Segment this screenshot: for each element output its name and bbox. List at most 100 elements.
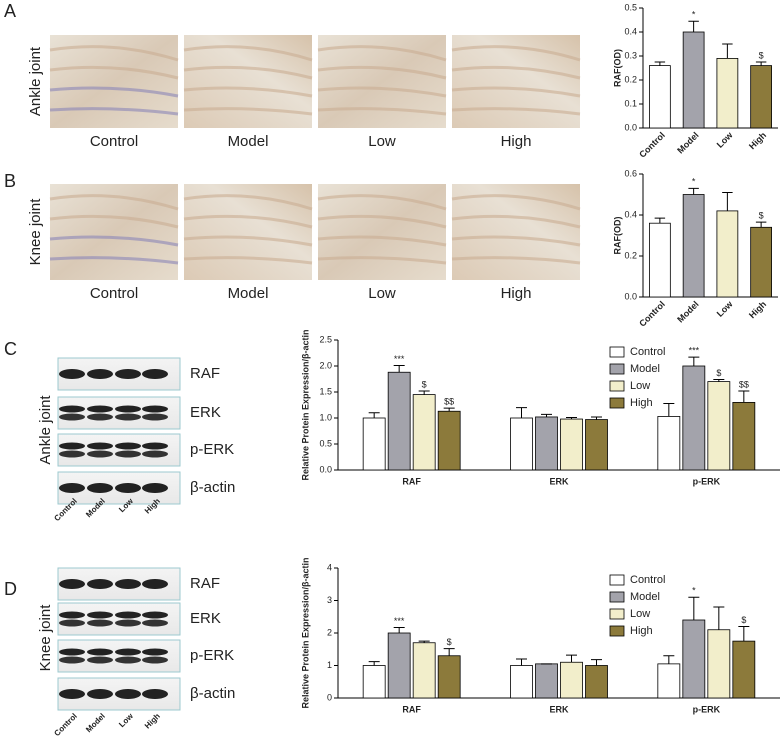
blot-band <box>59 689 85 699</box>
bar <box>649 222 671 298</box>
error-bar <box>755 61 767 66</box>
tissue-streak <box>183 235 313 247</box>
tissue-streak <box>317 256 447 265</box>
image-label: Control <box>90 133 138 150</box>
bar <box>750 226 772 298</box>
significance-mark: * <box>692 10 696 20</box>
blot-band <box>115 413 141 421</box>
blot-band <box>87 611 113 619</box>
error-bar <box>654 61 666 66</box>
blot-strip <box>57 602 181 636</box>
legend-label: Model <box>630 363 660 375</box>
band-label: ERK <box>190 610 221 627</box>
bar <box>657 663 681 699</box>
tissue-streak <box>49 214 179 229</box>
legend-label: High <box>630 625 653 637</box>
error-bar <box>722 43 733 59</box>
y-tick-label: 0.2 <box>624 250 637 260</box>
blot-band <box>142 579 168 589</box>
histology-image <box>50 184 178 280</box>
tissue-streak <box>49 65 179 80</box>
significance-mark: $ <box>447 637 452 647</box>
tissue-streak <box>317 235 447 247</box>
y-tick-label: 0.5 <box>319 438 332 448</box>
row-label: Knee joint <box>37 604 54 672</box>
y-axis-label: Relative Protein Expression/β-actin <box>300 557 310 708</box>
blot-band <box>115 611 141 619</box>
y-tick-label: 0.4 <box>624 26 637 36</box>
bar <box>585 419 608 471</box>
band-label: β-actin <box>190 479 235 496</box>
error-bar <box>393 626 405 633</box>
legend-label: High <box>630 397 653 409</box>
blot-band <box>59 656 85 664</box>
bar <box>387 371 411 471</box>
y-tick-label: 0.4 <box>624 209 637 219</box>
blot-band <box>115 442 141 450</box>
tissue-streak <box>317 214 447 229</box>
bar <box>412 394 436 471</box>
error-bar <box>722 191 733 211</box>
y-tick-label: 0.0 <box>624 291 637 301</box>
significance-mark: *** <box>394 354 405 364</box>
blot-band <box>142 450 168 458</box>
y-tick-label: 2 <box>327 627 332 637</box>
panel-letter: A <box>4 1 16 21</box>
tissue-streak <box>451 65 581 80</box>
significance-mark: $ <box>759 50 764 60</box>
y-tick-label: 2.0 <box>319 360 332 370</box>
significance-mark: $ <box>741 615 746 625</box>
x-tick-label: Model <box>675 130 700 155</box>
legend-label: Control <box>630 346 665 358</box>
image-label: Model <box>228 285 269 302</box>
image-label: High <box>501 285 532 302</box>
legend-swatch <box>609 574 625 586</box>
x-tick-label: ERK <box>549 476 569 486</box>
bar <box>387 632 411 699</box>
tissue-streak <box>49 86 179 98</box>
lane-label: Control <box>52 712 78 738</box>
error-bar <box>713 606 725 630</box>
y-axis-label: RAF(OD) <box>612 49 622 87</box>
error-bar <box>516 407 527 418</box>
image-label: High <box>501 133 532 150</box>
x-tick-label: p-ERK <box>693 476 721 486</box>
blot-band <box>87 619 113 627</box>
x-tick-label: RAF <box>402 704 421 714</box>
error-bar <box>688 20 699 32</box>
y-tick-label: 0 <box>327 692 332 702</box>
error-bar <box>654 217 666 224</box>
blot-band <box>142 648 168 656</box>
tissue-streak <box>451 45 581 62</box>
blot-band <box>59 648 85 656</box>
bar <box>716 58 739 129</box>
y-axis-label: RAF(OD) <box>612 217 622 255</box>
significance-mark: * <box>692 586 696 596</box>
band-label: β-actin <box>190 685 235 702</box>
blot-band <box>59 405 85 413</box>
y-tick-label: 0.6 <box>624 168 637 178</box>
significance-mark: $ <box>759 211 764 221</box>
x-tick-label: High <box>747 130 768 151</box>
blot-band <box>142 442 168 450</box>
tissue-streak <box>183 107 313 116</box>
error-bar <box>688 356 700 366</box>
error-bar <box>713 379 725 382</box>
blot-band <box>59 611 85 619</box>
tissue-streak <box>49 194 179 211</box>
blot-band <box>87 369 113 379</box>
error-bar <box>368 412 380 418</box>
legend-swatch <box>609 625 625 637</box>
error-bar <box>591 659 602 666</box>
blot-band <box>59 450 85 458</box>
blot-band <box>115 619 141 627</box>
bar <box>649 65 671 129</box>
bar <box>510 417 533 471</box>
bar <box>585 665 608 699</box>
y-tick-label: 3 <box>327 595 332 605</box>
blot-band <box>59 442 85 450</box>
legend-label: Low <box>630 380 650 392</box>
panel-letter: C <box>4 339 17 359</box>
blot-band <box>87 689 113 699</box>
